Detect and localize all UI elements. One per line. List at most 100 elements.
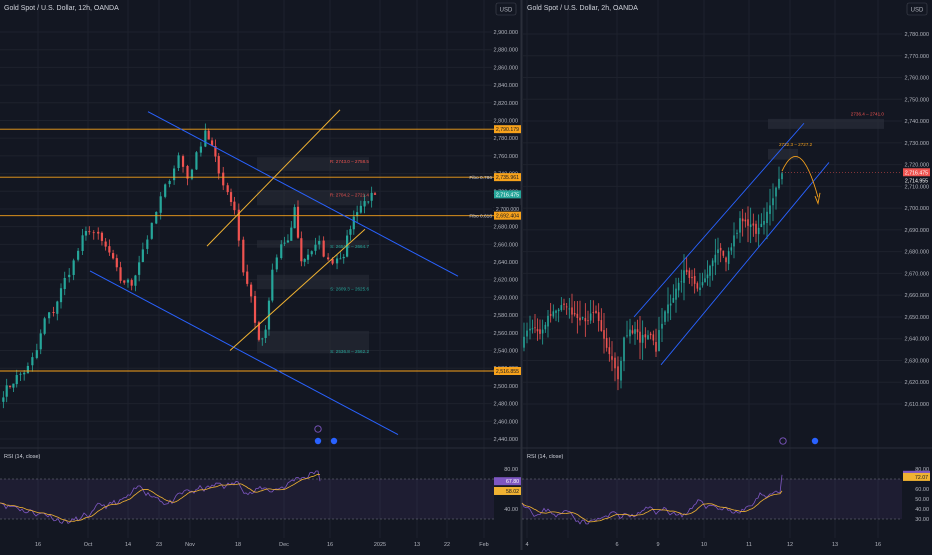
candle-body bbox=[310, 251, 313, 255]
candle-body bbox=[8, 385, 12, 387]
left-price-tick: 2,500.000 bbox=[494, 384, 518, 390]
right-price-tick: 2,670.000 bbox=[905, 271, 929, 277]
left-currency-button[interactable]: USD bbox=[495, 2, 517, 16]
right-price-tag bbox=[903, 168, 930, 177]
candle-body bbox=[339, 258, 342, 260]
candle-body bbox=[335, 258, 339, 264]
left-time-tick: Nov bbox=[185, 542, 195, 548]
candle-body bbox=[108, 246, 111, 253]
flag-us-icon bbox=[330, 437, 338, 445]
channel-lower-line bbox=[89, 270, 399, 436]
left-price-axis[interactable]: 2,900.000 2,880.000 2,860.000 2,840.000 2,82… bbox=[494, 30, 518, 443]
candle-body bbox=[683, 270, 685, 283]
candle-body bbox=[352, 216, 355, 230]
left-time-tick: 22 bbox=[444, 542, 450, 548]
candle-body bbox=[563, 303, 565, 305]
candle-body bbox=[552, 311, 555, 317]
right-time-axis[interactable]: 4 6 9 10 11 12 13 16 bbox=[525, 542, 881, 548]
right-time-tick: 9 bbox=[656, 542, 659, 548]
candle-body bbox=[608, 347, 611, 355]
candle-body bbox=[303, 258, 306, 262]
candle-body bbox=[717, 249, 719, 254]
candle-body bbox=[534, 327, 536, 329]
right-price-axis[interactable]: 2,780.000 2,770.000 2,760.000 2,750.000 2,74… bbox=[905, 32, 929, 408]
candle-body bbox=[104, 241, 107, 247]
right-time-tick: 6 bbox=[615, 542, 618, 548]
candle-body bbox=[685, 269, 688, 273]
left-drawings: R: 2743.0 – 2758.5 R: 2704.2 – 2721.4 S: 2… bbox=[0, 109, 494, 445]
candle-body bbox=[547, 315, 549, 327]
left-price-tick: 2,820.000 bbox=[494, 101, 518, 107]
left-price-tick: 2,860.000 bbox=[494, 65, 518, 71]
right-rsi-tick: 30.00 bbox=[915, 517, 929, 523]
candle-body bbox=[356, 212, 359, 217]
candle-body bbox=[233, 201, 236, 211]
left-price-tick: 2,660.000 bbox=[494, 242, 518, 248]
left-price-tick: 2,780.000 bbox=[494, 136, 518, 142]
candle-body bbox=[658, 330, 660, 352]
right-price-tick: 2,780.000 bbox=[905, 32, 929, 38]
candle-body bbox=[680, 281, 683, 283]
right-zone bbox=[768, 148, 798, 160]
candle-body bbox=[677, 282, 680, 291]
rsi-band bbox=[522, 479, 902, 519]
candle-body bbox=[655, 342, 657, 352]
candle-body bbox=[722, 250, 725, 256]
left-price-tag bbox=[494, 211, 521, 220]
projection-arrow bbox=[781, 156, 819, 198]
right-currency-button[interactable]: USD bbox=[906, 2, 928, 16]
candle-body bbox=[576, 313, 579, 319]
candle-body bbox=[581, 317, 584, 319]
candle-body bbox=[636, 329, 639, 333]
candle-body bbox=[536, 329, 539, 332]
right-price-tick: 2,740.000 bbox=[905, 119, 929, 125]
candle-body bbox=[141, 249, 144, 263]
candle-body bbox=[367, 201, 370, 203]
right-zone-label: 2722.3 – 2727.2 bbox=[779, 142, 813, 147]
left-price-tick: 2,480.000 bbox=[494, 402, 518, 408]
candle-body bbox=[77, 250, 80, 260]
left-price-tag bbox=[494, 173, 521, 182]
candle-body bbox=[571, 307, 573, 315]
candle-body bbox=[744, 219, 747, 222]
candle-body bbox=[541, 329, 544, 334]
candle-body bbox=[755, 223, 757, 234]
left-price-tag-text: 2,692.404 bbox=[496, 214, 519, 220]
left-rsi-title: RSI (14, close) bbox=[4, 454, 41, 460]
candle-body bbox=[271, 269, 274, 301]
candle-body bbox=[257, 322, 261, 340]
left-currency-label: USD bbox=[500, 8, 513, 14]
left-zone-label: R: 2704.2 – 2721.4 bbox=[330, 193, 370, 198]
candle-body bbox=[229, 192, 233, 203]
right-rsi-tag-text: 72.07 bbox=[915, 475, 928, 481]
left-time-tick: 16 bbox=[327, 542, 333, 548]
left-price-tick: 2,540.000 bbox=[494, 349, 518, 355]
flag-us-icon bbox=[811, 437, 819, 445]
up-channel-lower-line bbox=[229, 228, 366, 351]
candle-body bbox=[763, 220, 765, 225]
left-time-tick: 2025 bbox=[374, 542, 386, 548]
candle-body bbox=[146, 239, 149, 249]
left-time-tick: 14 bbox=[125, 542, 131, 548]
candle-body bbox=[68, 274, 71, 278]
left-price-tag bbox=[494, 125, 521, 134]
candle-body bbox=[296, 206, 300, 238]
candle-body bbox=[557, 309, 560, 312]
candle-body bbox=[597, 312, 600, 321]
left-time-axis[interactable]: 16 Oct 14 23 Nov 18 Dec 16 2025 13 22 Feb bbox=[35, 542, 489, 548]
candle-body bbox=[290, 227, 293, 241]
candle-body bbox=[649, 333, 652, 336]
candle-body bbox=[526, 330, 528, 337]
candle-body bbox=[204, 130, 207, 147]
candle-body bbox=[280, 244, 283, 259]
right-price-tick: 2,630.000 bbox=[905, 358, 929, 364]
candle-body bbox=[373, 193, 377, 195]
candle-body bbox=[605, 337, 608, 348]
candle-body bbox=[322, 240, 325, 257]
candle-body bbox=[565, 306, 568, 308]
candle-body bbox=[629, 329, 631, 337]
left-price-tick: 2,460.000 bbox=[494, 419, 518, 425]
